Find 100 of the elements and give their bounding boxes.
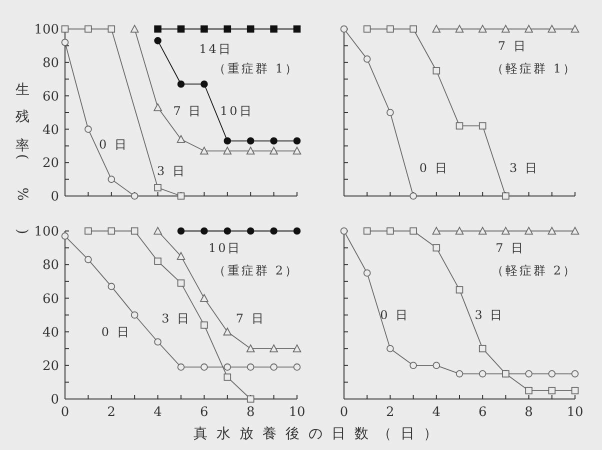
text: （重症群 1） [214,61,299,76]
y-axis-title: 生残率(%) [14,70,30,262]
x-tick-label: 0 [340,405,348,420]
point [200,146,208,155]
point [456,122,464,130]
x-tick-label: 10 [288,405,306,420]
point [570,24,580,33]
point [432,24,441,33]
point [130,192,138,200]
point [386,25,394,33]
point [455,226,464,235]
series-label: 14日 [199,42,232,56]
point [224,363,232,371]
point [363,269,371,277]
y-tick-label: 0 [50,190,59,205]
point [84,256,92,264]
series-label: 10日 [220,104,254,118]
point [246,363,254,371]
point [246,395,254,403]
text: （重症群 2） [214,264,299,278]
point [502,226,510,235]
y-tick-label: 20 [42,358,59,374]
point [154,184,162,192]
point [224,374,232,381]
point [292,344,302,352]
point [524,24,533,33]
point [432,67,440,74]
point [293,227,301,235]
series-label: 7 日 [498,38,528,53]
point [478,226,487,235]
y-tick-label: 60 [42,292,59,307]
point [154,258,162,265]
x-tick-label: 10 [566,405,584,420]
point [478,24,487,33]
x-axis-title: 真水放養後の日数（日） [194,426,446,442]
y-tick-label: 20 [42,156,59,172]
point [270,344,278,352]
point [455,24,464,33]
point [177,192,185,200]
point [200,80,208,88]
y-tick-label: 80 [42,258,59,274]
point [410,25,417,33]
series-label: 7 日 [173,104,203,118]
x-tick-label: 8 [246,405,255,420]
point [246,227,254,235]
x-tick-label: 4 [154,405,162,420]
point [246,25,254,33]
point [478,122,486,130]
point [154,25,162,33]
x-tick-label: 2 [386,405,394,420]
point [524,226,533,235]
point [84,227,92,235]
point [548,370,556,378]
point [525,370,532,378]
point [270,146,278,155]
point [386,108,394,116]
point [61,38,69,46]
point [177,25,185,33]
point [363,55,371,63]
point [84,126,92,133]
point [177,227,185,235]
point [363,227,371,235]
y-tick-label: 40 [42,325,59,340]
point [200,321,208,329]
point [176,135,186,143]
series-label: 0 日 [419,160,449,175]
point [432,244,440,252]
point [176,252,186,260]
point [200,227,208,235]
y-tick-label: 40 [42,122,59,138]
point [61,25,69,33]
point [154,37,162,44]
point [270,137,278,145]
text: （軽症群 1） [492,61,577,76]
y-tick-label: 0 [50,392,59,408]
point [223,328,232,336]
point [410,192,417,200]
point [293,137,301,145]
series-label: 0 日 [380,308,410,322]
point [246,137,254,145]
point [200,25,208,33]
x-tick-label: 8 [524,405,533,420]
point [432,226,441,235]
point [246,344,255,352]
series-label: 7 日 [236,312,266,326]
point [270,25,278,33]
point [108,25,116,33]
point [525,386,532,394]
point [177,80,185,88]
point [177,363,185,371]
point [154,338,162,346]
y-tick-label: 80 [42,56,59,71]
point [270,363,278,371]
point [246,146,255,155]
x-tick-label: 2 [107,405,116,420]
point [293,25,301,33]
point [130,227,138,235]
y-tick-label: 100 [34,22,59,38]
point [293,363,301,371]
point [478,370,486,378]
